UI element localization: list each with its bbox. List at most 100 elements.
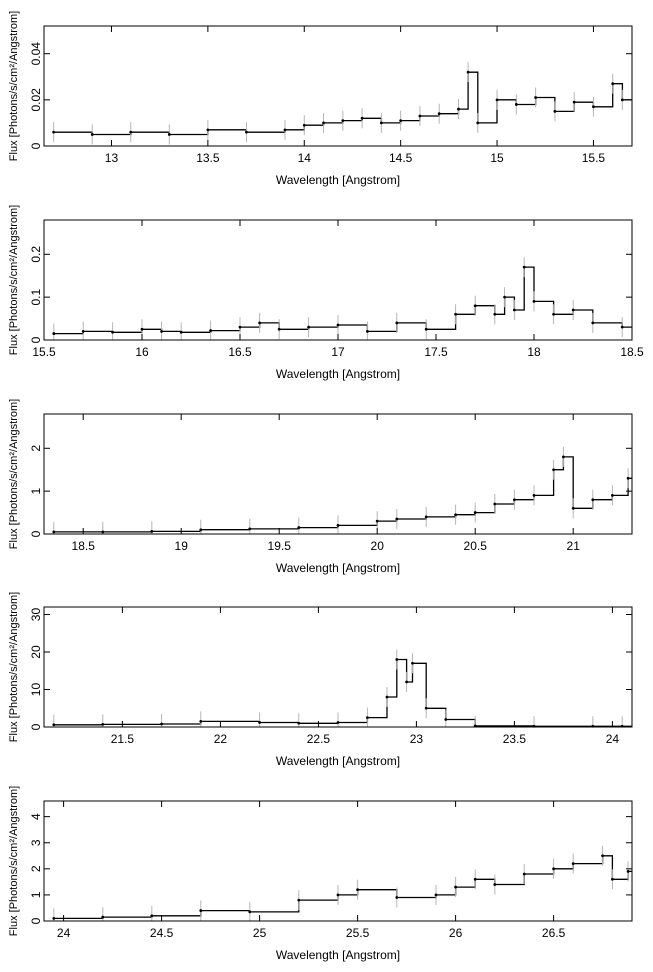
- data-point: [248, 910, 252, 914]
- data-point: [52, 916, 56, 920]
- data-point: [52, 332, 56, 335]
- x-tick-label: 15.5: [32, 345, 56, 359]
- data-point: [513, 498, 516, 502]
- x-axis-title: Wavelength [Angstrom]: [276, 561, 400, 575]
- x-tick-label: 17.5: [424, 345, 448, 359]
- data-point: [101, 915, 105, 919]
- data-point: [552, 867, 555, 871]
- y-axis-title: Flux [Photons/s/cm²/Angstrom]: [8, 205, 20, 355]
- x-tick-label: 18: [527, 345, 541, 359]
- data-point: [611, 494, 614, 497]
- data-point: [611, 877, 614, 881]
- data-point: [258, 321, 261, 325]
- data-point: [341, 119, 345, 123]
- spectrum-line: [53, 456, 632, 533]
- x-tick-label: 16: [135, 345, 149, 359]
- data-point: [454, 885, 457, 889]
- plot-frame: [43, 25, 633, 147]
- spectrum-line: [53, 855, 632, 920]
- y-axis-title: Flux [Photons/s/cm²/Angstrom]: [8, 786, 20, 936]
- data-point: [493, 312, 497, 316]
- data-point: [424, 515, 428, 519]
- data-point: [160, 330, 164, 333]
- data-point: [52, 723, 56, 727]
- data-point: [552, 312, 555, 316]
- data-point: [552, 468, 555, 472]
- data-point: [238, 325, 242, 329]
- data-point: [199, 719, 203, 723]
- data-point: [336, 323, 340, 327]
- x-tick-label: 23: [410, 732, 424, 746]
- data-point: [532, 300, 536, 303]
- data-point: [52, 530, 56, 534]
- x-tick-label: 15: [490, 151, 504, 165]
- data-point: [277, 327, 281, 331]
- data-point: [411, 661, 414, 665]
- data-point: [611, 82, 615, 86]
- data-point: [101, 530, 105, 534]
- x-tick-label: 19: [175, 539, 189, 553]
- data-point: [336, 524, 340, 527]
- data-point: [101, 722, 105, 726]
- data-point: [322, 121, 325, 125]
- data-point: [522, 872, 526, 876]
- data-point: [418, 114, 422, 118]
- data-point: [366, 716, 369, 720]
- x-tick-label: 13: [105, 151, 119, 165]
- y-tick-label: 0: [29, 142, 43, 149]
- data-point: [534, 96, 538, 99]
- x-tick-label: 18.5: [620, 345, 644, 359]
- y-tick-label: 1: [29, 891, 43, 898]
- data-point: [375, 519, 379, 523]
- x-tick-label: 22.5: [307, 732, 331, 746]
- data-point: [206, 128, 210, 132]
- spectrum-line: [53, 266, 632, 335]
- data-point: [503, 295, 506, 299]
- data-point: [626, 476, 630, 480]
- y-tick-label: 10: [29, 683, 43, 697]
- data-point: [297, 721, 301, 725]
- data-point: [245, 130, 248, 134]
- data-point: [591, 321, 595, 325]
- data-point: [626, 870, 630, 873]
- y-tick-label: 2: [29, 865, 43, 872]
- data-point: [199, 528, 203, 532]
- x-tick-label: 13.5: [196, 151, 220, 165]
- data-point: [336, 721, 340, 724]
- x-tick-label: 24: [57, 926, 71, 940]
- data-point: [434, 893, 438, 897]
- data-point: [140, 327, 144, 331]
- data-point: [258, 721, 261, 724]
- data-point: [473, 877, 477, 881]
- data-point: [385, 695, 389, 699]
- data-point: [532, 494, 536, 497]
- x-tick-label: 15.5: [582, 151, 606, 165]
- x-tick-label: 20.5: [464, 539, 488, 553]
- panel-1: 13 13.5 14 14.5 15 15.5 0 0.02 0.04 Wavelength [A…: [8, 11, 633, 187]
- data-point: [399, 119, 403, 123]
- data-point: [454, 312, 457, 316]
- x-tick-label: 14: [298, 151, 312, 165]
- data-point: [553, 109, 557, 113]
- data-point: [571, 506, 575, 510]
- data-point: [571, 862, 575, 866]
- y-tick-label: 0: [29, 917, 43, 924]
- x-tick-label: 16.5: [228, 345, 252, 359]
- y-tick-label: 0.1: [29, 288, 43, 305]
- data-point: [457, 107, 460, 111]
- data-point: [360, 116, 364, 120]
- data-point: [476, 121, 480, 125]
- y-axis-title: Flux [Photons/s/cm²/Angstrom]: [8, 592, 20, 742]
- x-tick-label: 18.5: [72, 539, 96, 553]
- panel-4: 21.5 22 22.5 23 23.5 24 0 10 20 30 Wavelength [Ang…: [8, 592, 633, 768]
- data-point: [167, 133, 171, 136]
- x-tick-label: 19.5: [268, 539, 292, 553]
- data-point: [424, 327, 428, 331]
- data-point: [405, 680, 408, 684]
- data-point: [297, 898, 301, 902]
- data-point: [302, 123, 306, 127]
- y-tick-label: 0: [29, 530, 43, 537]
- data-point: [522, 265, 526, 269]
- data-point: [150, 914, 154, 918]
- data-point: [572, 100, 576, 104]
